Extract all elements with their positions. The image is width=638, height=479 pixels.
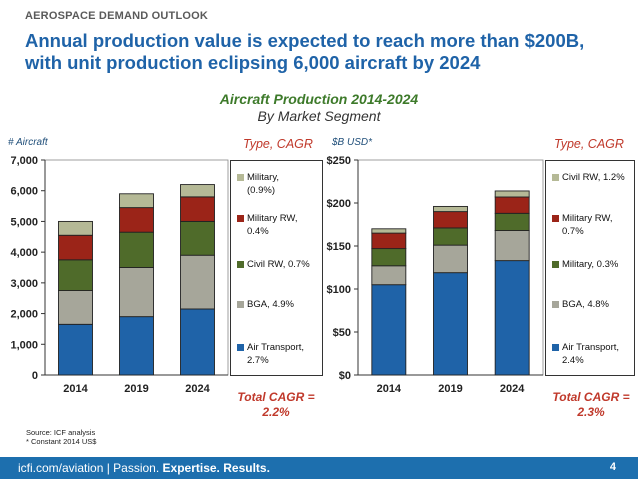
legend-swatch bbox=[237, 344, 244, 351]
right-bar-2024-bga bbox=[494, 230, 530, 262]
legend-swatch bbox=[552, 215, 559, 222]
right-bar-2019-civil-rw bbox=[433, 205, 468, 213]
right-legend: Civil RW, 1.2% Military RW, 0.7% Military… bbox=[545, 160, 635, 376]
left-ytick-label: 5,000 bbox=[10, 216, 38, 228]
right-ytick-label: $150 bbox=[327, 241, 351, 253]
left-ytick-label: 0 bbox=[32, 370, 38, 382]
right-bar-2024-military bbox=[494, 212, 530, 231]
chart-subtitle: By Market Segment bbox=[257, 108, 381, 124]
right-y-axis-label: $B USD* bbox=[332, 137, 373, 148]
right-ytick-label: $200 bbox=[327, 198, 351, 210]
headline-line-2: with unit production eclipsing 6,000 air… bbox=[25, 52, 481, 73]
legend-swatch bbox=[237, 174, 244, 181]
footer-site-link[interactable]: icfi.com/aviation bbox=[18, 461, 104, 475]
section-kicker: AEROSPACE DEMAND OUTLOOK bbox=[25, 10, 209, 22]
legend-swatch bbox=[552, 344, 559, 351]
right-bar-2024-civil-rw bbox=[494, 190, 530, 198]
right-type-header: Type, CAGR bbox=[554, 137, 624, 151]
footer-tagline: icfi.com/aviation | Passion. Expertise. … bbox=[18, 461, 270, 475]
left-xtick-label: 2024 bbox=[185, 383, 210, 395]
left-y-axis-label: # Aircraft bbox=[8, 137, 48, 148]
left-bar-2024-military bbox=[180, 184, 215, 198]
right-bar-2024-air-transport bbox=[494, 260, 530, 376]
right-bar-2014-bga bbox=[371, 265, 407, 286]
left-ytick-label: 2,000 bbox=[10, 309, 38, 321]
right-bar-2024-military-rw bbox=[494, 196, 530, 214]
left-bar-2019-civil-rw bbox=[119, 231, 154, 268]
left-bar-2019-military bbox=[119, 193, 154, 209]
left-ytick-label: 7,000 bbox=[10, 155, 38, 167]
left-bar-2024-air-transport bbox=[180, 308, 215, 376]
right-bar-2014-military bbox=[371, 248, 407, 267]
legend-swatch bbox=[237, 301, 244, 308]
left-bar-2024-military-rw bbox=[180, 196, 215, 222]
chart-title: Aircraft Production 2014-2024 bbox=[219, 91, 419, 107]
left-xtick-label: 2014 bbox=[63, 383, 88, 395]
left-total-cagr: Total CAGR = 2.2% bbox=[237, 390, 315, 419]
legend-swatch bbox=[237, 215, 244, 222]
left-ytick-label: 6,000 bbox=[10, 186, 38, 198]
left-chart: 0 1,000 2,000 3,000 4,000 5,000 6,000 7,000 2014… bbox=[10, 155, 229, 395]
left-bar-2014-civil-rw bbox=[58, 259, 93, 291]
left-bar-2014-bga bbox=[58, 290, 93, 325]
right-xtick-label: 2024 bbox=[500, 383, 525, 395]
legend-swatch bbox=[552, 301, 559, 308]
right-ytick-label: $0 bbox=[339, 370, 351, 382]
right-bar-2019-bga bbox=[433, 244, 468, 274]
legend-swatch bbox=[552, 261, 559, 268]
right-bar-2014-military-rw bbox=[371, 232, 407, 250]
right-ytick-label: $50 bbox=[333, 327, 351, 339]
left-bar-2014-air-transport bbox=[58, 323, 93, 376]
left-legend: Military, (0.9%) Military RW, 0.4% Civil R… bbox=[230, 160, 323, 376]
left-bar-2024-civil-rw bbox=[180, 220, 215, 256]
source-note: Source: ICF analysis * Constant 2014 US$ bbox=[26, 428, 97, 446]
left-bar-2014-military bbox=[58, 220, 93, 236]
right-bar-2014-civil-rw bbox=[371, 228, 407, 234]
right-bar-2019-air-transport bbox=[433, 272, 468, 376]
left-type-header: Type, CAGR bbox=[243, 137, 313, 151]
right-ytick-label: $250 bbox=[327, 155, 351, 167]
left-ytick-label: 4,000 bbox=[10, 247, 38, 259]
footer-bar: icfi.com/aviation | Passion. Expertise. … bbox=[0, 457, 638, 479]
right-ytick-label: $100 bbox=[327, 284, 351, 296]
right-xtick-label: 2019 bbox=[438, 383, 462, 395]
right-bar-2014-air-transport bbox=[371, 284, 407, 376]
right-total-cagr: Total CAGR = 2.3% bbox=[552, 390, 630, 419]
right-bar-2019-military-rw bbox=[433, 211, 468, 229]
right-xtick-label: 2014 bbox=[377, 383, 402, 395]
left-ytick-label: 3,000 bbox=[10, 278, 38, 290]
page-number: 4 bbox=[609, 461, 616, 473]
left-xtick-label: 2019 bbox=[124, 383, 148, 395]
slide-headline: Annual production value is expected to r… bbox=[25, 30, 625, 74]
left-ytick-label: 1,000 bbox=[10, 339, 38, 351]
legend-swatch bbox=[237, 261, 244, 268]
right-bar-2019-military bbox=[433, 227, 468, 246]
left-bar-2014-military-rw bbox=[58, 234, 93, 261]
right-chart: $0 $50 $100 $150 $200 $250 2014 2019 2024 bbox=[327, 155, 544, 395]
legend-swatch bbox=[552, 174, 559, 181]
left-bar-2019-air-transport bbox=[119, 316, 154, 376]
left-bar-2019-bga bbox=[119, 267, 154, 318]
headline-line-1: Annual production value is expected to r… bbox=[25, 30, 585, 51]
left-bar-2024-bga bbox=[180, 254, 215, 310]
left-bar-2019-military-rw bbox=[119, 207, 154, 233]
